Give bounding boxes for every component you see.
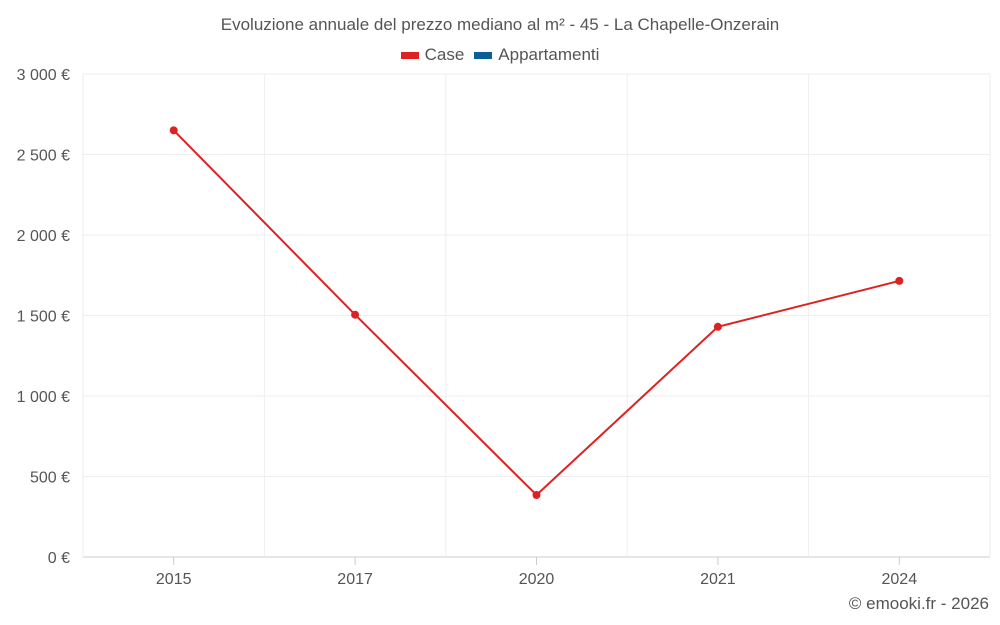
data-point bbox=[713, 322, 722, 331]
legend-item-case[interactable]: Case bbox=[400, 45, 465, 65]
y-tick-label: 1 500 € bbox=[17, 309, 70, 326]
legend-label-case: Case bbox=[424, 45, 465, 64]
y-tick-label: 500 € bbox=[30, 470, 70, 487]
legend-swatch-case bbox=[400, 51, 419, 59]
chart-title: Evoluzione annuale del prezzo mediano al… bbox=[220, 15, 780, 34]
y-tick-label: 0 € bbox=[48, 550, 70, 567]
y-tick-label: 2 500 € bbox=[17, 148, 70, 165]
legend-swatch-appartamenti bbox=[474, 51, 493, 59]
data-point bbox=[895, 276, 904, 285]
x-tick-label: 2024 bbox=[882, 571, 918, 588]
legend-item-appartamenti[interactable]: Appartamenti bbox=[474, 45, 599, 65]
data-point bbox=[351, 310, 360, 319]
x-tick-label: 2020 bbox=[519, 571, 555, 588]
y-tick-label: 3 000 € bbox=[17, 67, 70, 84]
data-point bbox=[169, 126, 178, 135]
x-tick-label: 2015 bbox=[156, 571, 192, 588]
x-tick-label: 2021 bbox=[700, 571, 736, 588]
y-tick-label: 1 000 € bbox=[17, 389, 70, 406]
series-line-case bbox=[172, 129, 900, 497]
legend: Case Appartamenti bbox=[0, 45, 1000, 65]
credit-text: © emooki.fr - 2026 bbox=[848, 594, 989, 613]
legend-label-appartamenti: Appartamenti bbox=[498, 45, 600, 64]
data-point bbox=[532, 491, 541, 500]
y-tick-label: 2 000 € bbox=[17, 228, 70, 245]
x-tick-label: 2017 bbox=[337, 571, 373, 588]
